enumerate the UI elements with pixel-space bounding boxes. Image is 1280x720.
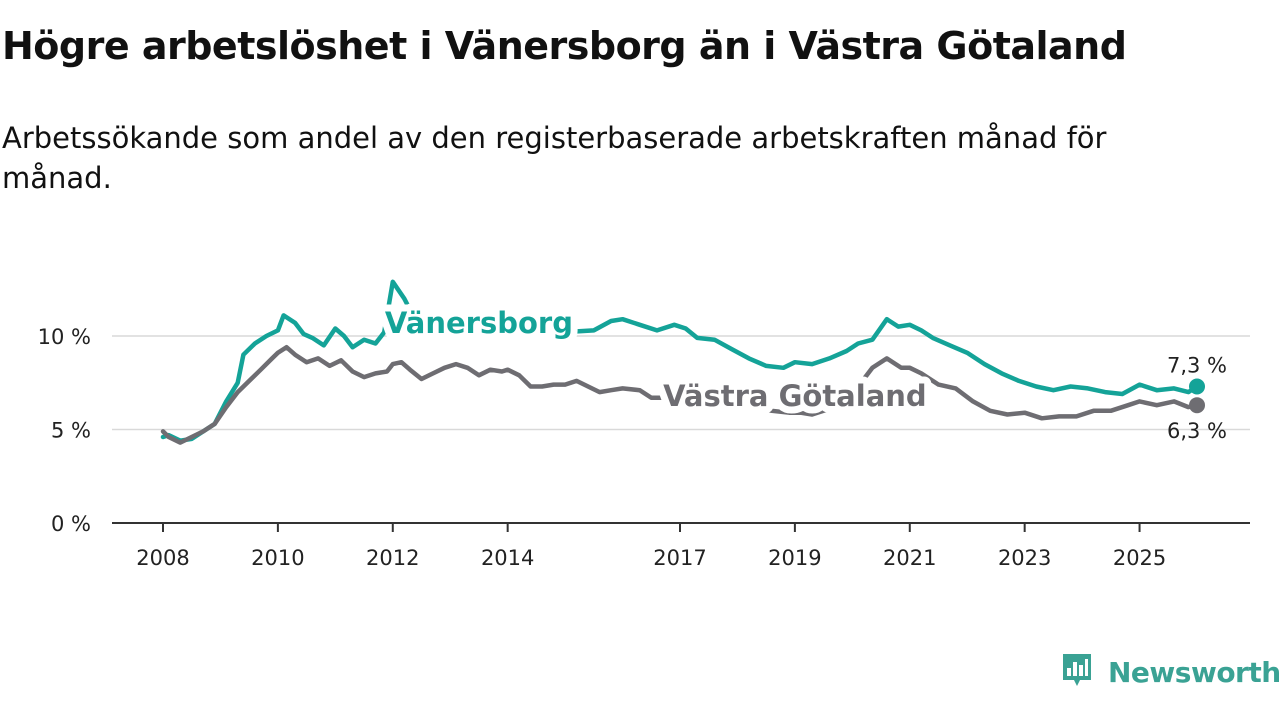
newsworthy-logo: Newsworthy [1060,652,1280,692]
x-tick-label: 2025 [1113,546,1166,570]
y-tick-label: 0 % [51,512,91,536]
x-tick-label: 2012 [366,546,419,570]
x-tick-label: 2023 [998,546,1051,570]
y-tick-label: 5 % [51,419,91,443]
x-tick-label: 2010 [251,546,304,570]
x-tick-label: 2021 [883,546,936,570]
series-line-v-nersborg [160,279,1200,443]
series-lines [160,279,1205,445]
end-value-label: 6,3 % [1167,419,1227,443]
x-tick-label: 2014 [481,546,534,570]
newsworthy-logo-icon [1063,654,1091,686]
x-tick-label: 2008 [136,546,189,570]
series-label-halo: Västra Götaland [663,379,927,413]
series-line-v-stra-g-taland [160,344,1200,445]
brand-name: Newsworthy [1108,655,1280,689]
line-chart: 0 % 5 % 10 % 2008 2010 2012 2014 2017 2019 2021 20… [38,279,1250,570]
chart-title: Högre arbetslöshet i Vänersborg än i Väs… [2,24,1127,68]
series-label-halo: Vänersborg [385,306,573,340]
y-tick-label: 10 % [38,325,91,349]
series-endpoint-v-nersborg [1189,378,1205,395]
x-tick-label: 2017 [653,546,706,570]
grid-lines [112,335,1250,431]
chart-subtitle: Arbetssökande som andel av den registerb… [2,121,1107,195]
series-endpoint-v-stra-g-taland [1189,397,1205,414]
end-value-label: 7,3 % [1167,353,1227,377]
axes: 0 % 5 % 10 % 2008 2010 2012 2014 2017 2019 2021 20… [38,325,1250,570]
x-tick-label: 2019 [768,546,821,570]
series-label: Vänersborg [385,306,573,340]
series-label: Västra Götaland [663,379,927,413]
